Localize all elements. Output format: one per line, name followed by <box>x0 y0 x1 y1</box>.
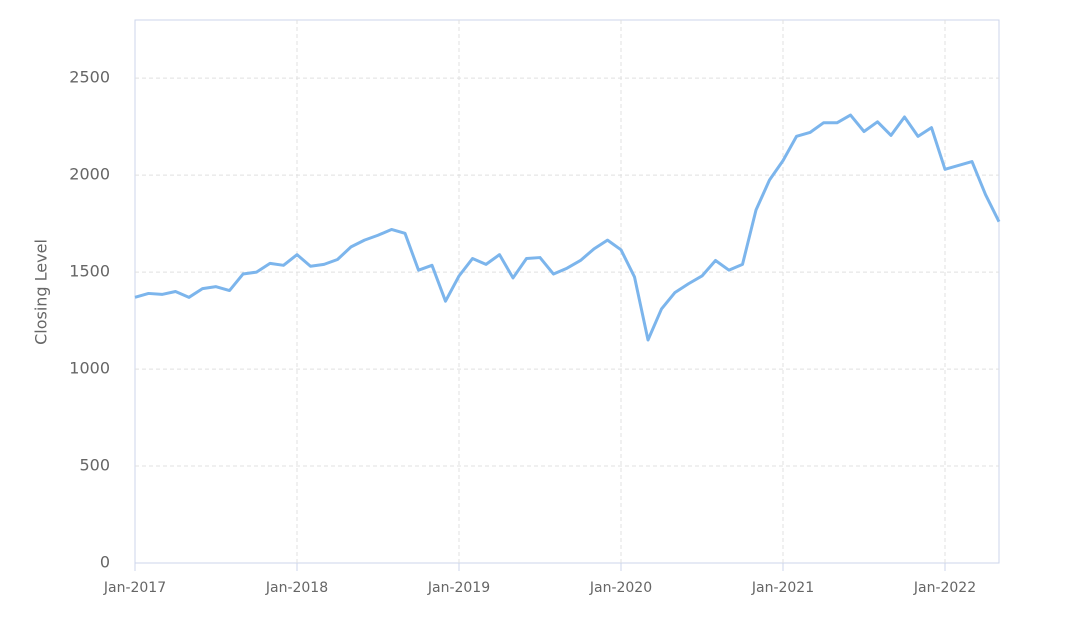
x-tick-label: Jan-2017 <box>103 580 166 596</box>
y-tick-label: 1500 <box>69 262 110 281</box>
plot-frame <box>134 19 1000 564</box>
y-tick-label: 500 <box>79 456 110 475</box>
y-axis-label: Closing Level <box>32 239 51 345</box>
y-tick-label: 2000 <box>69 165 110 184</box>
x-tick-label: Jan-2020 <box>589 580 652 596</box>
x-tick-label: Jan-2021 <box>751 580 814 596</box>
x-tick-label: Jan-2022 <box>913 580 976 596</box>
y-tick-label: 1000 <box>69 359 110 378</box>
x-tick-label: Jan-2018 <box>265 580 328 596</box>
x-tick-label: Jan-2019 <box>427 580 490 596</box>
y-tick-label: 0 <box>100 553 110 572</box>
line-series <box>134 113 1001 342</box>
y-tick-label: 2500 <box>69 68 110 87</box>
